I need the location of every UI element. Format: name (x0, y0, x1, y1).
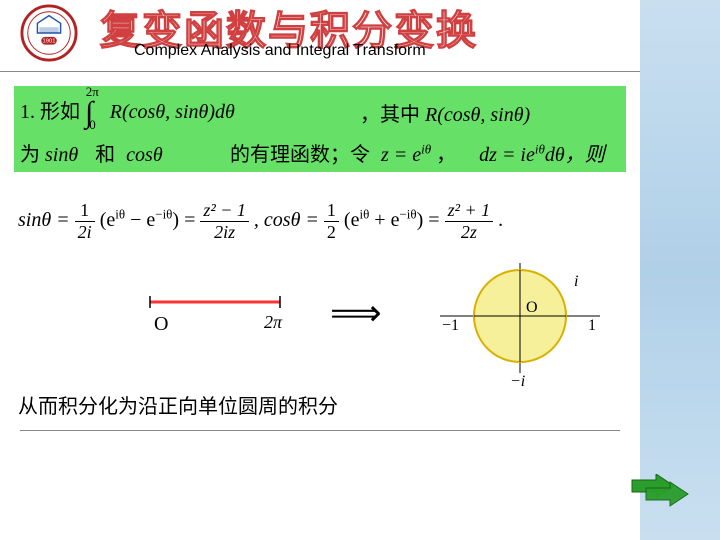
sub-dz: dz = ieiθdθ，则 (479, 144, 605, 166)
title-english: Complex Analysis and Integral Transform (134, 42, 426, 60)
frac-1: 1 2i (75, 200, 95, 243)
period: . (498, 209, 503, 231)
problem-line-2b: 的有理函数；令 z = eiθ ， dz = ieiθdθ，则 (230, 138, 605, 167)
text-and: 和 (95, 144, 115, 166)
slide-body: 1901 复变函数与积分变换 Complex Analysis and Inte… (0, 0, 640, 540)
frac-3: 1 2 (324, 200, 339, 243)
integrand: R(cosθ, sinθ)dθ (110, 101, 235, 123)
svg-text:1: 1 (588, 317, 596, 334)
text-wei: 为 (20, 144, 40, 166)
cos-lhs: , cosθ = (254, 209, 324, 231)
sub-z: z = eiθ (381, 144, 431, 166)
problem-line-1: 1. 形如 ∫02π R(cosθ, sinθ)dθ (20, 92, 235, 127)
integral-upper: 2π (86, 84, 99, 99)
university-logo: 1901 (20, 4, 78, 62)
svg-text:−i: −i (510, 373, 525, 388)
svg-text:−1: −1 (442, 317, 459, 334)
svg-text:i: i (574, 273, 578, 290)
svg-text:2π: 2π (264, 312, 283, 332)
text-mid: ，其中 (360, 104, 420, 126)
header: 1901 复变函数与积分变换 Complex Analysis and Inte… (0, 0, 640, 72)
formula-row: sinθ = 1 2i (eiθ − e−iθ) = z² − 1 2iz , … (18, 200, 503, 243)
cos-expr: (eiθ + e−iθ) = (344, 209, 445, 231)
svg-text:O: O (526, 299, 538, 316)
svg-text:1901: 1901 (43, 39, 56, 45)
accent-strip (640, 0, 720, 540)
cos-theta: cosθ (126, 144, 162, 166)
unit-circle-diagram: i 1 −i −1 O (430, 258, 610, 388)
problem-line-2a: 为 sinθ 和 cosθ (20, 138, 163, 167)
frac-4: z² + 1 2z (445, 200, 494, 243)
footer-divider (20, 430, 620, 431)
text-prefix: 1. 形如 (20, 101, 80, 123)
sin-expr: (eiθ − e−iθ) = (100, 209, 201, 231)
sin-lhs: sinθ = (18, 209, 75, 231)
comma: ， (436, 144, 456, 166)
interval-diagram: O 2π (140, 292, 300, 342)
conclusion-text: 从而积分化为沿正向单位圆周的积分 (18, 390, 338, 419)
svg-text:O: O (154, 313, 168, 335)
next-slide-button[interactable] (630, 474, 690, 510)
implies-arrow: ⟹ (330, 292, 382, 334)
integral-lower: 0 (89, 117, 96, 132)
integrand-2: R(cosθ, sinθ) (425, 104, 530, 126)
frac-2: z² − 1 2iz (200, 200, 249, 243)
problem-line-1b: ，其中 R(cosθ, sinθ) (360, 98, 530, 127)
text-rational: 的有理函数；令 (230, 144, 370, 166)
sin-theta: sinθ (45, 144, 78, 166)
